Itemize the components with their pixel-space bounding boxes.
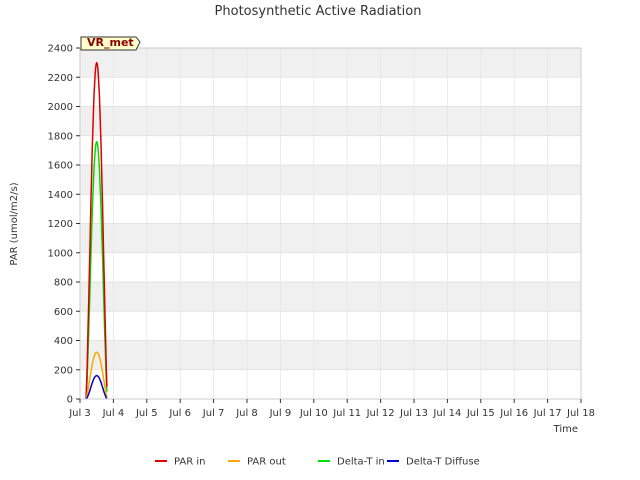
grid-band xyxy=(80,340,581,370)
y-tick-label: 0 xyxy=(67,395,73,406)
y-tick-label: 1200 xyxy=(48,219,73,230)
y-tick-label: 800 xyxy=(54,278,73,289)
x-tick-label: Jul 10 xyxy=(299,408,328,419)
x-tick-label: Jul 12 xyxy=(366,408,395,419)
legend: PAR in PAR out Delta-T in Delta-T Diffuse xyxy=(155,457,480,468)
legend-label: Delta-T in xyxy=(337,457,385,468)
series-line-delta-t-in xyxy=(85,140,108,400)
series-line-par-in xyxy=(85,61,108,400)
grid-band xyxy=(80,223,581,253)
y-tick-label: 1400 xyxy=(48,190,73,201)
legend-label: Delta-T Diffuse xyxy=(406,457,480,468)
x-tick-label: Jul 5 xyxy=(135,408,158,419)
x-tick-label: Jul 3 xyxy=(68,408,91,419)
y-tick-label: 1800 xyxy=(48,131,73,142)
x-axis-title: Time xyxy=(553,424,578,435)
site-label-box: VR_met xyxy=(80,36,141,51)
y-tick-label: 2400 xyxy=(48,44,73,55)
legend-label: PAR in xyxy=(174,457,205,468)
x-tick-label: Jul 17 xyxy=(533,408,562,419)
series-layer xyxy=(85,61,108,400)
y-tick-label: 1600 xyxy=(48,161,73,172)
grid-band xyxy=(80,106,581,136)
grid-band xyxy=(80,282,581,312)
y-tick-label: 2200 xyxy=(48,73,73,84)
series-line-par-out xyxy=(85,351,108,400)
x-tick-label: Jul 14 xyxy=(432,408,461,419)
x-tick-label: Jul 4 xyxy=(102,408,125,419)
x-tick-label: Jul 16 xyxy=(499,408,528,419)
y-axis-title: PAR (umol/m2/s) xyxy=(9,182,20,265)
x-tick-label: Jul 9 xyxy=(269,408,292,419)
y-tick-label: 400 xyxy=(54,336,73,347)
background-bands xyxy=(80,48,581,370)
grid-band xyxy=(80,165,581,195)
x-tick-label: Jul 15 xyxy=(466,408,495,419)
chart-title: Photosynthetic Active Radiation xyxy=(215,4,422,19)
x-tick-label: Jul 13 xyxy=(399,408,428,419)
legend-label: PAR out xyxy=(247,457,286,468)
x-tick-label: Jul 8 xyxy=(235,408,258,419)
x-tick-label: Jul 7 xyxy=(202,408,225,419)
series-line-delta-t-diffuse xyxy=(85,374,108,400)
y-tick-label: 2000 xyxy=(48,102,73,113)
y-axis: 0 200 400 600 800 1000 1200 1400 1600 1800 2000 220… xyxy=(48,44,80,406)
x-tick-label: Jul 11 xyxy=(332,408,361,419)
y-tick-label: 1000 xyxy=(48,248,73,259)
x-tick-label: Jul 6 xyxy=(168,408,191,419)
grid-band xyxy=(80,48,581,78)
site-label: VR_met xyxy=(87,36,134,49)
y-tick-label: 600 xyxy=(54,307,73,318)
x-axis: Jul 3 Jul 4 Jul 5 Jul 6 Jul 7 Jul 8 Jul 9 Jul 1… xyxy=(68,399,595,419)
y-tick-label: 200 xyxy=(54,365,73,376)
x-tick-label: Jul 18 xyxy=(566,408,595,419)
